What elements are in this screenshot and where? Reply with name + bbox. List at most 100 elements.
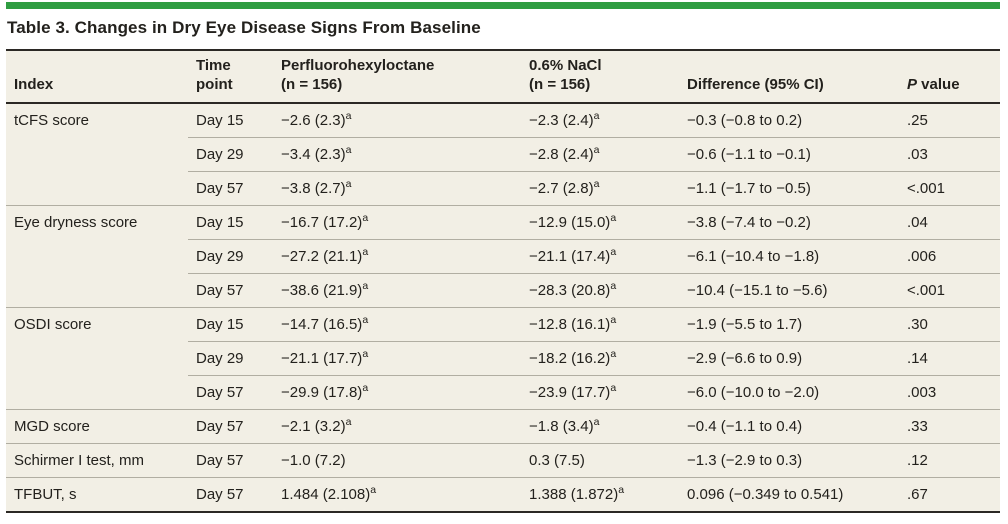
accent-bar (6, 2, 1000, 9)
dry-eye-signs-table: Index Time point Perfluorohexyloctane (n… (6, 49, 1000, 513)
footnote-marker: a (610, 313, 617, 326)
cell-value: 0.096 (−0.349 to 0.541) (687, 485, 844, 503)
cell-value: .25 (907, 111, 928, 129)
cell-perfluorohexyloctane: −29.9 (17.8)a (273, 374, 521, 409)
cell-difference: −0.6 (−1.1 to −0.1) (679, 136, 899, 171)
cell-value: Eye dryness score (14, 213, 138, 231)
footnote-marker: a (362, 381, 369, 394)
cell-value: Day 57 (196, 485, 244, 503)
cell-value: −1.1 (−1.7 to −0.5) (687, 179, 811, 197)
cell-value: .33 (907, 417, 928, 435)
cell-value: −2.9 (−6.6 to 0.9) (687, 349, 803, 367)
cell-index (6, 239, 188, 273)
footnote-marker: a (610, 245, 617, 258)
cell-time-point: Day 57 (188, 442, 273, 477)
cell-value: −2.6 (2.3) (281, 111, 346, 129)
cell-value: −2.1 (3.2) (281, 417, 346, 435)
cell-difference: −1.3 (−2.9 to 0.3) (679, 442, 899, 477)
footnote-marker: a (345, 109, 352, 122)
table-row: Day 29 −21.1 (17.7)a −18.2 (16.2)a −2.9 (−6… (6, 340, 1000, 375)
header-label: Time (196, 57, 231, 74)
cell-nacl: −1.8 (3.4)a (521, 408, 679, 443)
cell-index: TFBUT, s (6, 476, 188, 512)
cell-nacl: −12.8 (16.1)a (521, 306, 679, 341)
footnote-marker: a (362, 347, 369, 360)
cell-time-point: Day 29 (188, 136, 273, 171)
cell-index (6, 273, 188, 307)
cell-p-value: .04 (899, 204, 1000, 239)
cell-value: −16.7 (17.2) (281, 213, 363, 231)
cell-time-point: Day 15 (188, 306, 273, 341)
cell-perfluorohexyloctane: −38.6 (21.9)a (273, 272, 521, 307)
cell-time-point: Day 57 (188, 374, 273, 409)
cell-difference: −1.1 (−1.7 to −0.5) (679, 170, 899, 205)
cell-index: Eye dryness score (6, 204, 188, 239)
cell-value: Day 29 (196, 145, 244, 163)
cell-value: −1.0 (7.2) (281, 451, 346, 469)
cell-value: −1.8 (3.4) (529, 417, 594, 435)
cell-time-point: Day 15 (188, 103, 273, 138)
cell-value: MGD score (14, 417, 90, 435)
cell-value: −3.8 (2.7) (281, 179, 346, 197)
footnote-marker: a (593, 415, 600, 428)
cell-value: −6.0 (−10.0 to −2.0) (687, 383, 820, 401)
cell-p-value: <.001 (899, 272, 1000, 307)
cell-perfluorohexyloctane: −14.7 (16.5)a (273, 306, 521, 341)
cell-p-value: <.001 (899, 170, 1000, 205)
cell-value: −10.4 (−15.1 to −5.6) (687, 281, 828, 299)
cell-time-point: Day 57 (188, 476, 273, 512)
header-label: (n = 156) (281, 75, 343, 93)
cell-perfluorohexyloctane: −16.7 (17.2)a (273, 204, 521, 239)
cell-difference: −2.9 (−6.6 to 0.9) (679, 340, 899, 375)
cell-value: −3.4 (2.3) (281, 145, 346, 163)
cell-value: −12.8 (16.1) (529, 315, 611, 333)
cell-nacl: −23.9 (17.7)a (521, 374, 679, 409)
cell-difference: −0.3 (−0.8 to 0.2) (679, 103, 899, 138)
table-row: Day 57 −38.6 (21.9)a −28.3 (20.8)a −10.4 (−… (6, 272, 1000, 307)
header-label: Difference (95% CI) (687, 75, 824, 93)
cell-value: .30 (907, 315, 928, 333)
cell-p-value: .006 (899, 238, 1000, 273)
cell-nacl: −28.3 (20.8)a (521, 272, 679, 307)
cell-value: Day 57 (196, 383, 244, 401)
cell-value: 1.388 (1.872) (529, 485, 619, 503)
cell-difference: −10.4 (−15.1 to −5.6) (679, 272, 899, 307)
cell-perfluorohexyloctane: −21.1 (17.7)a (273, 340, 521, 375)
cell-index (6, 341, 188, 375)
cell-value: OSDI score (14, 315, 92, 333)
cell-perfluorohexyloctane: −27.2 (21.1)a (273, 238, 521, 273)
cell-value: Day 15 (196, 315, 244, 333)
cell-difference: −6.0 (−10.0 to −2.0) (679, 374, 899, 409)
table-row: Day 29 −27.2 (21.1)a −21.1 (17.4)a −6.1 (−1… (6, 238, 1000, 273)
cell-nacl: −12.9 (15.0)a (521, 204, 679, 239)
header-label: point (196, 75, 233, 93)
cell-value: .003 (907, 383, 937, 401)
cell-time-point: Day 57 (188, 272, 273, 307)
cell-value: −2.8 (2.4) (529, 145, 594, 163)
cell-perfluorohexyloctane: −2.1 (3.2)a (273, 408, 521, 443)
cell-value: Day 57 (196, 417, 244, 435)
cell-value: −12.9 (15.0) (529, 213, 611, 231)
cell-p-value: .03 (899, 136, 1000, 171)
cell-p-value: .14 (899, 340, 1000, 375)
header-label: value (917, 75, 960, 93)
table-row: Day 29 −3.4 (2.3)a −2.8 (2.4)a −0.6 (−1.1 t… (6, 136, 1000, 171)
cell-value: <.001 (907, 179, 945, 197)
cell-value: −0.6 (−1.1 to −0.1) (687, 145, 811, 163)
cell-value: .04 (907, 213, 928, 231)
footnote-marker: a (362, 313, 369, 326)
header-label: Index (14, 75, 54, 93)
cell-value: −14.7 (16.5) (281, 315, 363, 333)
cell-value: 1.484 (2.108) (281, 485, 371, 503)
cell-value: .67 (907, 485, 928, 503)
table-row: Eye dryness score Day 15 −16.7 (17.2)a −12.… (6, 204, 1000, 239)
cell-difference: −3.8 (−7.4 to −0.2) (679, 204, 899, 239)
cell-value: −28.3 (20.8) (529, 281, 611, 299)
cell-nacl: 1.388 (1.872)a (521, 476, 679, 512)
cell-nacl: −2.7 (2.8)a (521, 170, 679, 205)
footnote-marker: a (345, 177, 352, 190)
cell-index: tCFS score (6, 103, 188, 138)
footnote-marker: a (618, 483, 625, 496)
cell-time-point: Day 57 (188, 408, 273, 443)
footnote-marker: a (370, 483, 377, 496)
